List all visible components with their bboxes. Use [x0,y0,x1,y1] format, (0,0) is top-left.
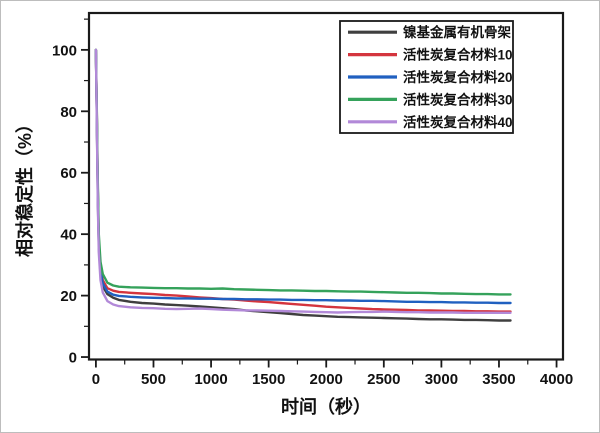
x-tick-label: 2500 [367,371,400,388]
legend-item-label: 活性炭复合材料40 [403,114,513,130]
legend-item-label: 镍基金属有机骨架 [403,24,511,40]
y-tick-label: 80 [60,104,77,121]
x-tick-label: 1000 [194,371,227,388]
series-line [94,48,512,314]
y-tick-label: 60 [60,165,77,182]
series-line [94,48,512,313]
x-tick-label: 1500 [252,371,285,388]
y-axis-title: 相对稳定性（%） [14,115,35,257]
x-tick-label: 4000 [540,371,573,388]
series-line [94,48,512,296]
y-tick-label: 0 [69,350,77,367]
legend-item-label: 活性炭复合材料30 [403,91,513,107]
axis-ticks: 0 500 1000 1500 2000 2500 3000 3500 4000 0 20 40 60 8… [52,18,573,388]
x-tick-label: 500 [141,371,166,388]
y-tick-label: 40 [60,227,77,244]
y-tick-label: 100 [52,42,77,59]
x-tick-label: 3000 [425,371,458,388]
y-tick-label: 20 [60,288,77,305]
legend-item-label: 活性炭复合材料20 [403,69,513,85]
data-series-lines [94,48,512,322]
x-axis-title: 时间（秒） [281,396,371,417]
plot-box [87,11,565,361]
x-tick-label: 2000 [310,371,343,388]
series-line [94,48,512,322]
legend-item-label: 活性炭复合材料10 [403,47,513,63]
x-tick-label: 3500 [482,371,515,388]
x-tick-label: 0 [92,371,100,388]
series-line [94,48,512,305]
